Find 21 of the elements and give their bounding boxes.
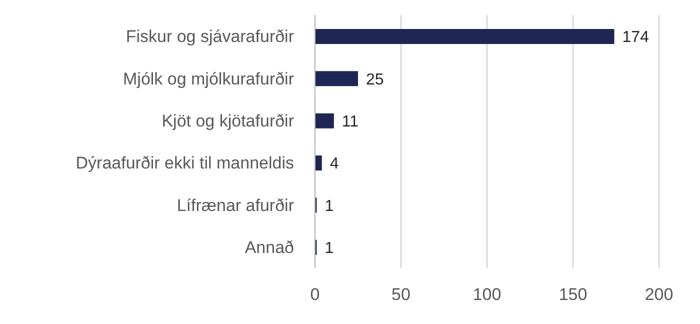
y-tick-label: Annað [244, 238, 294, 257]
bar [315, 29, 614, 44]
x-tick-label: 150 [558, 285, 588, 304]
y-tick-label: Kjöt og kjötafurðir [162, 111, 294, 130]
x-tick-label: 0 [310, 285, 320, 304]
x-tick-label: 200 [644, 285, 674, 304]
data-label: 1 [324, 240, 334, 258]
data-label: 1 [324, 198, 334, 215]
data-label: 11 [342, 114, 359, 131]
y-tick-label: Fiskur og sjávarafurðir [126, 27, 294, 46]
y-tick-label: Dýraafurðir ekki til manneldis [76, 154, 294, 173]
bar [315, 113, 334, 128]
data-label: 4 [330, 156, 339, 173]
bar [315, 71, 358, 86]
y-tick-label: Mjólk og mjólkurafurðir [123, 69, 294, 88]
x-tick-label: 50 [392, 285, 410, 304]
y-tick-label: Lífrænar afurðir [176, 196, 294, 215]
data-label: 25 [366, 71, 384, 88]
bar [315, 156, 322, 170]
data-label: 174 [622, 29, 650, 46]
x-tick-label: 100 [472, 285, 502, 304]
